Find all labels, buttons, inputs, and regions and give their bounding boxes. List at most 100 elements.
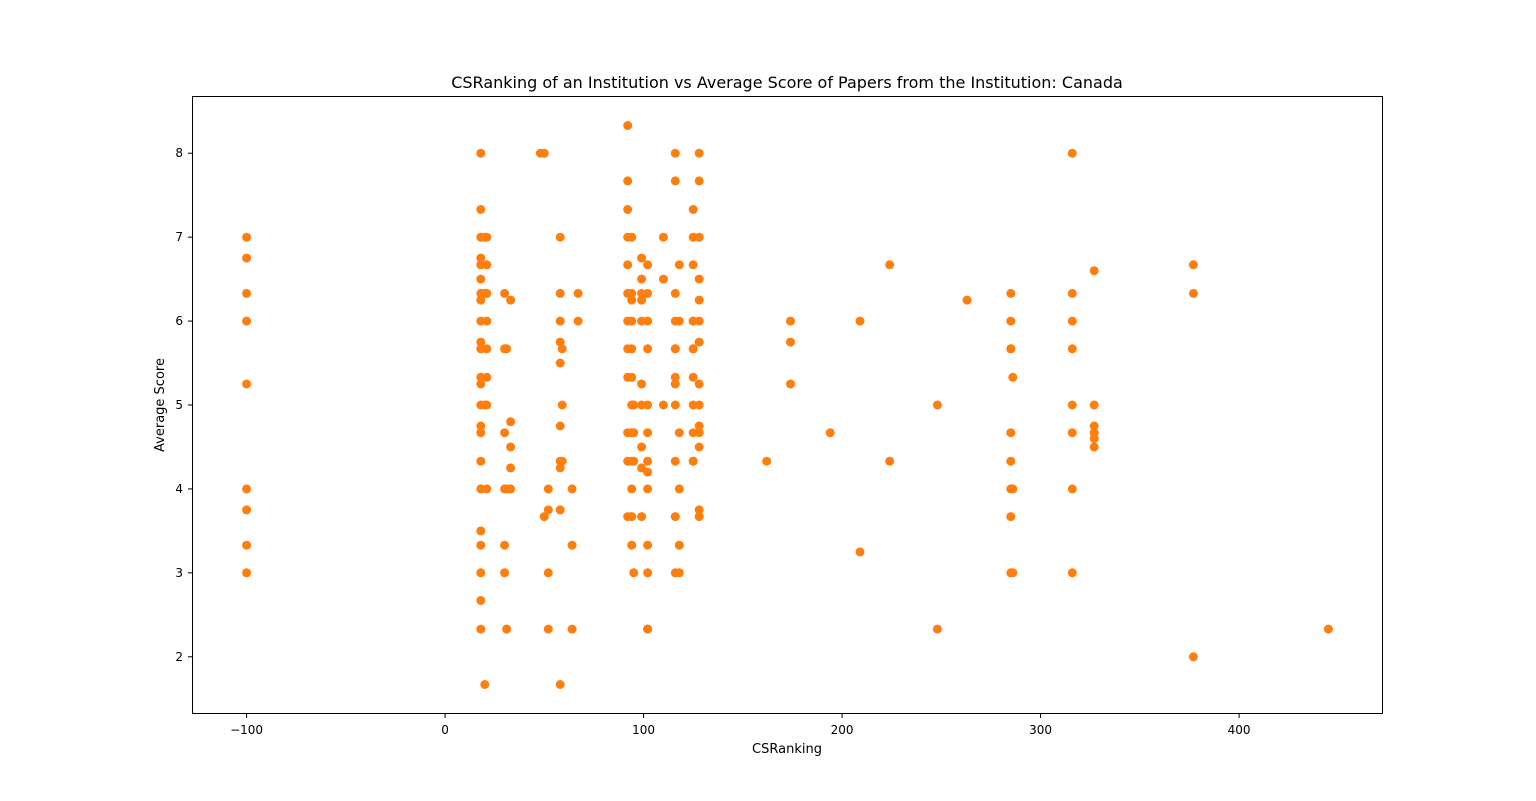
- data-point: [643, 540, 653, 550]
- data-point: [643, 260, 653, 270]
- data-point: [506, 295, 516, 305]
- data-point: [476, 526, 486, 536]
- data-point: [1067, 428, 1077, 438]
- data-point: [670, 288, 680, 298]
- data-point: [480, 680, 490, 689]
- data-point: [762, 456, 772, 466]
- data-point: [694, 274, 704, 284]
- data-point: [627, 372, 637, 382]
- data-point: [242, 288, 252, 298]
- data-point: [674, 568, 684, 578]
- data-point: [1089, 266, 1099, 276]
- y-axis-ticks: 2 3 4 5 6 7 8: [175, 146, 193, 664]
- data-point: [555, 680, 565, 689]
- data-point: [476, 148, 486, 158]
- data-point: [242, 505, 252, 515]
- data-point: [1067, 344, 1077, 354]
- data-point: [242, 484, 252, 494]
- data-point: [567, 484, 577, 494]
- data-point: [476, 596, 486, 605]
- data-point: [670, 176, 680, 186]
- data-point: [1188, 652, 1198, 662]
- data-point: [885, 456, 895, 466]
- data-point: [694, 295, 704, 305]
- data-point: [670, 456, 680, 466]
- data-point: [1067, 148, 1077, 158]
- y-axis-label: Average Score: [153, 358, 168, 452]
- data-point: [694, 176, 704, 186]
- data-point: [242, 232, 252, 242]
- data-point: [573, 316, 583, 326]
- data-point: [643, 467, 653, 477]
- data-point: [1006, 288, 1016, 298]
- data-point: [1006, 456, 1016, 466]
- data-point: [476, 337, 486, 347]
- data-point: [786, 379, 795, 389]
- data-point: [476, 205, 486, 214]
- data-point: [688, 344, 698, 354]
- data-point: [1089, 421, 1099, 431]
- data-point: [476, 624, 486, 634]
- data-point: [629, 456, 639, 466]
- data-point: [543, 484, 553, 494]
- data-point: [855, 547, 865, 557]
- data-point: [694, 505, 704, 515]
- data-point: [242, 316, 252, 326]
- data-point: [506, 417, 516, 427]
- data-point: [623, 176, 633, 186]
- data-point: [555, 421, 565, 431]
- data-point: [932, 624, 942, 634]
- data-point: [1067, 568, 1077, 578]
- data-point: [476, 568, 486, 578]
- data-point: [482, 372, 492, 382]
- data-point: [627, 232, 637, 242]
- data-point: [1067, 316, 1077, 326]
- data-point: [502, 624, 512, 634]
- data-point: [627, 484, 637, 494]
- data-point: [643, 428, 653, 438]
- data-point: [643, 624, 653, 634]
- data-point: [627, 540, 637, 550]
- data-point: [694, 512, 704, 522]
- data-point: [670, 512, 680, 522]
- x-tick-label: 100: [632, 723, 655, 737]
- data-point: [637, 253, 647, 263]
- x-axis-ticks: −100 0 100 200 300 400: [230, 713, 1251, 737]
- data-point: [629, 568, 639, 578]
- data-point: [482, 316, 492, 326]
- data-point: [567, 540, 577, 550]
- data-point: [885, 260, 895, 270]
- data-point: [786, 316, 795, 326]
- x-tick-label: 0: [441, 723, 449, 737]
- data-point: [557, 400, 567, 410]
- data-point: [670, 379, 680, 389]
- data-point: [1008, 568, 1018, 578]
- y-tick-label: 7: [175, 230, 183, 244]
- data-point: [1008, 484, 1018, 494]
- data-point: [694, 316, 704, 326]
- x-tick-label: 400: [1228, 723, 1251, 737]
- data-point: [242, 379, 252, 389]
- data-point: [688, 456, 698, 466]
- data-point: [694, 428, 704, 438]
- data-point: [658, 232, 668, 242]
- data-point: [694, 232, 704, 242]
- data-point: [694, 400, 704, 410]
- data-point: [1006, 428, 1016, 438]
- data-point: [476, 274, 486, 284]
- data-point: [242, 568, 252, 578]
- data-point: [1067, 288, 1077, 298]
- data-point: [500, 540, 510, 550]
- data-point: [502, 344, 512, 354]
- data-point: [962, 295, 972, 305]
- x-tick-label: 200: [831, 723, 854, 737]
- data-point: [670, 344, 680, 354]
- data-point: [627, 316, 637, 326]
- data-point: [506, 463, 516, 473]
- data-point: [643, 568, 653, 578]
- data-point: [674, 540, 684, 550]
- data-point: [506, 442, 516, 452]
- data-point: [627, 295, 637, 305]
- data-point: [543, 624, 553, 634]
- data-point: [674, 316, 684, 326]
